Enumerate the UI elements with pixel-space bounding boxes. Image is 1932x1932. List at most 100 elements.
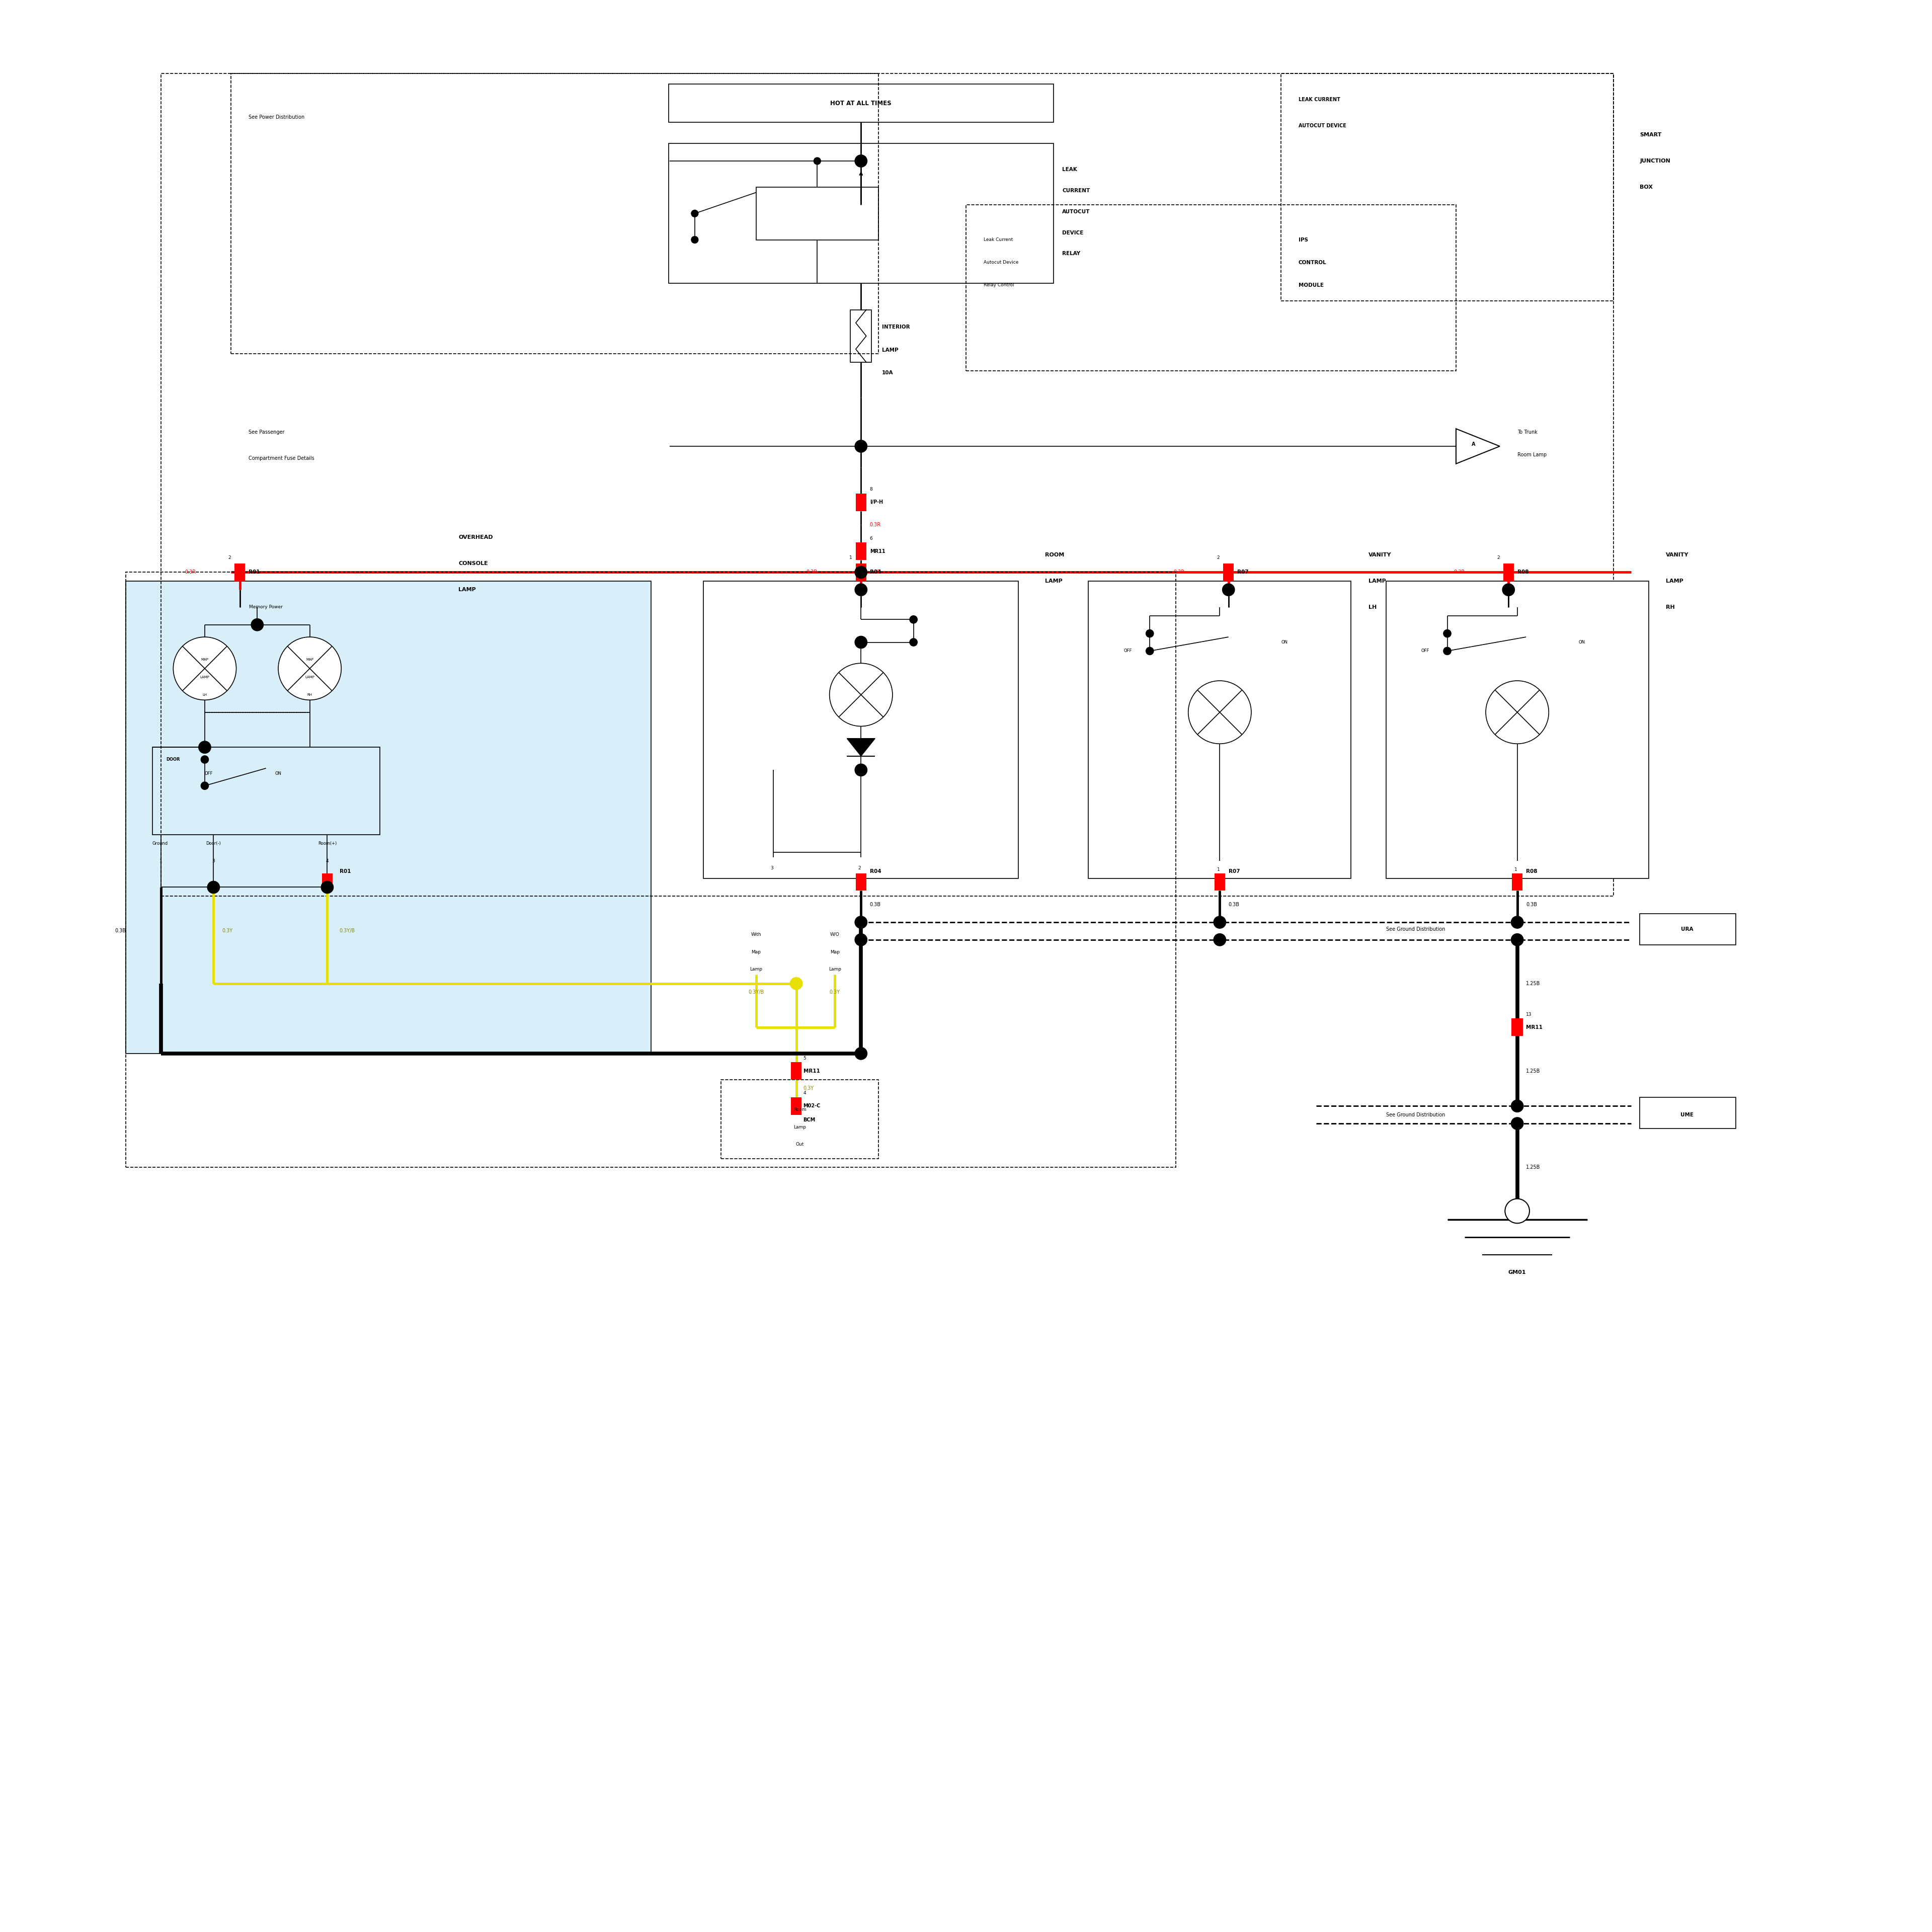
Text: 0.3Y: 0.3Y [222,929,234,933]
Circle shape [1505,1198,1530,1223]
Text: LAMP: LAMP [1665,578,1683,583]
Text: 4: 4 [327,858,328,864]
Text: ON: ON [274,771,282,777]
Text: BCM: BCM [804,1117,815,1122]
Bar [160,73,1613,896]
Text: IPS: IPS [1298,238,1308,242]
Bar [856,543,866,560]
Bar [1281,73,1613,301]
Text: 2: 2 [228,556,232,560]
Bar [323,873,332,891]
Circle shape [692,211,697,216]
Bar [790,1097,802,1115]
Text: ROOM: ROOM [1045,553,1065,556]
Text: MAP: MAP [201,659,209,661]
Text: RELAY: RELAY [1063,251,1080,257]
Text: VANITY: VANITY [1368,553,1391,556]
Text: VANITY: VANITY [1665,553,1689,556]
Text: CURRENT: CURRENT [1063,187,1090,193]
Bar [721,1080,879,1159]
Circle shape [1146,630,1153,638]
Text: 1.25B: 1.25B [1526,981,1540,985]
Text: R04: R04 [869,570,881,574]
Text: OFF: OFF [1422,649,1430,653]
Text: OFF: OFF [1124,649,1132,653]
Text: LAMP: LAMP [883,348,898,352]
Text: LAMP: LAMP [1368,578,1385,583]
Bar [1640,1097,1737,1128]
Text: Ground: Ground [153,840,168,846]
Text: R01: R01 [249,570,259,574]
Text: M02-C: M02-C [804,1103,821,1109]
Text: DOOR: DOOR [166,757,180,761]
Text: 0.3B: 0.3B [1526,902,1538,908]
Text: MR11: MR11 [869,549,885,554]
Text: R08: R08 [1517,570,1528,574]
Text: Map: Map [752,951,761,954]
Bar [668,143,1053,284]
Circle shape [1146,647,1153,655]
Bar [850,309,871,361]
Text: GM01: GM01 [1509,1269,1526,1275]
Text: Room(+): Room(+) [319,840,336,846]
Text: LH: LH [203,694,207,696]
Text: 0.3R: 0.3R [869,570,881,574]
Circle shape [278,638,342,699]
Circle shape [1443,647,1451,655]
Text: LAMP: LAMP [305,676,315,678]
Bar [126,572,1177,1167]
Text: 1.25B: 1.25B [1526,1165,1540,1169]
Text: Leak Current: Leak Current [983,238,1012,242]
Text: LAMP: LAMP [201,676,209,678]
Text: See Passenger: See Passenger [249,429,284,435]
Circle shape [854,933,867,947]
Circle shape [692,236,697,243]
Text: 0.3Y: 0.3Y [804,1086,813,1092]
Text: R07: R07 [1236,570,1248,574]
Text: URA: URA [1681,927,1692,931]
Bar [703,582,1018,879]
Circle shape [201,755,209,763]
Circle shape [854,566,867,578]
Text: 1: 1 [1515,867,1517,871]
Text: 6: 6 [869,537,873,541]
Bar [1088,582,1350,879]
Circle shape [251,618,263,632]
Circle shape [854,440,867,452]
Circle shape [790,978,802,989]
Bar [856,493,866,510]
Circle shape [854,583,867,595]
Circle shape [174,638,236,699]
Circle shape [199,742,211,753]
Text: Lamp: Lamp [829,968,840,972]
Text: OFF: OFF [205,771,213,777]
Bar [234,564,245,582]
Text: Out: Out [796,1142,804,1148]
Text: 0.3R: 0.3R [1173,570,1184,574]
Text: HOT AT ALL TIMES: HOT AT ALL TIMES [831,100,891,106]
Circle shape [910,638,918,645]
Bar [1640,914,1737,945]
Text: RH: RH [307,694,313,696]
Text: ON: ON [1281,639,1287,645]
Text: 0.3Y/B: 0.3Y/B [748,989,763,995]
Circle shape [854,636,867,649]
Circle shape [854,155,867,168]
Text: 4: 4 [804,1092,806,1095]
Circle shape [910,616,918,624]
Bar [856,873,866,891]
Circle shape [1223,583,1235,595]
Text: 13: 13 [1526,1012,1532,1016]
Text: With: With [752,933,761,937]
Text: 0.3B: 0.3B [114,929,126,933]
Text: W/O: W/O [831,933,840,937]
Text: 1: 1 [1217,867,1219,871]
Text: R07: R07 [1229,869,1240,873]
Bar [232,73,879,354]
Circle shape [813,158,821,164]
Text: AUTOCUT: AUTOCUT [1063,209,1090,214]
Text: JUNCTION: JUNCTION [1640,158,1671,164]
Text: 3: 3 [213,858,214,864]
Text: See Power Distribution: See Power Distribution [249,114,305,120]
Text: Relay Control: Relay Control [983,282,1014,288]
